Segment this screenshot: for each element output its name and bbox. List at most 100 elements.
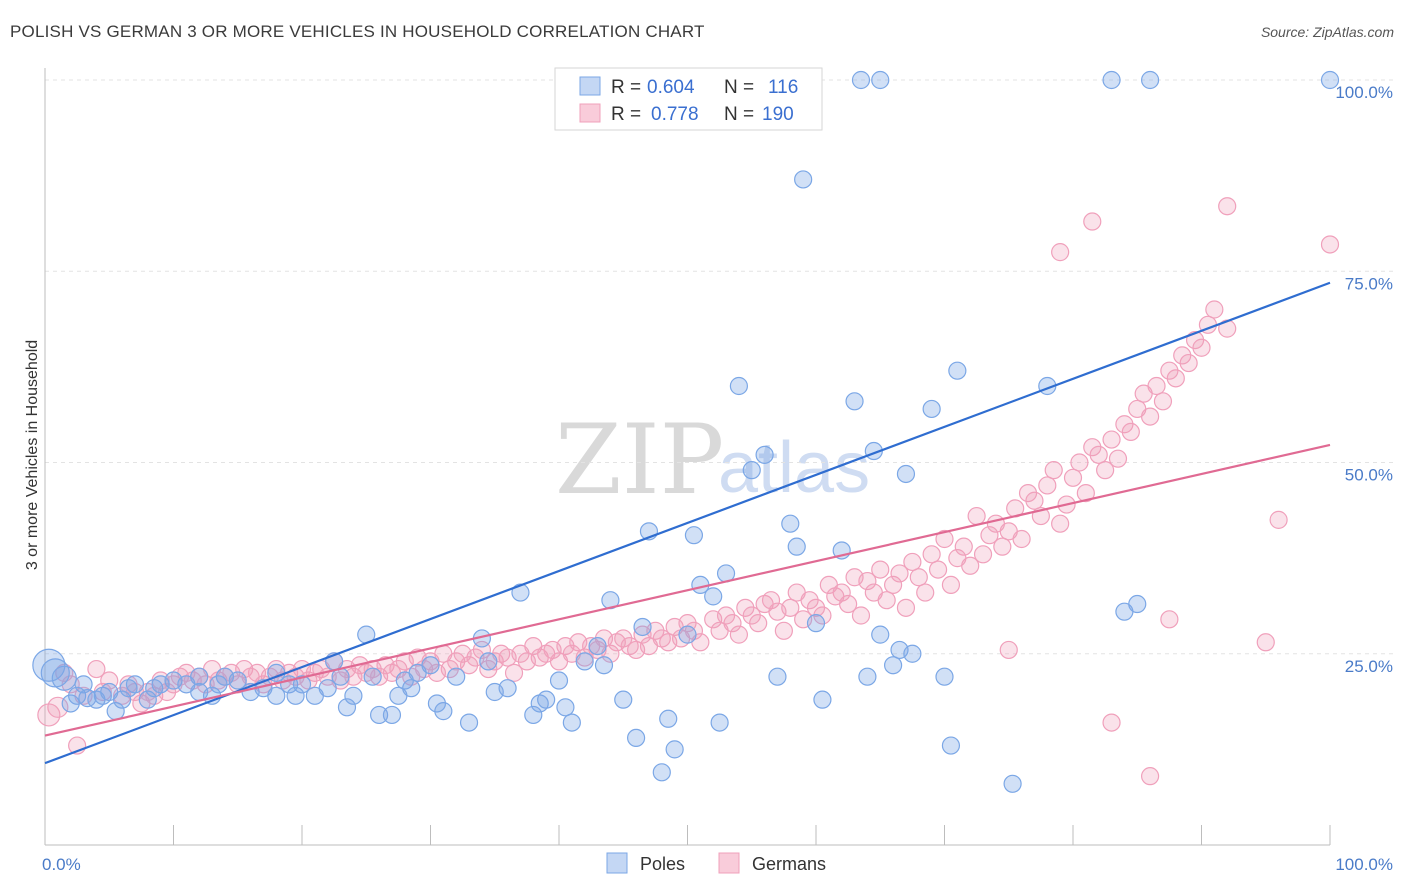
germans-point [87,659,106,679]
series-legend: Poles Germans [606,852,826,874]
germans-point [1083,212,1102,231]
poles-point [871,625,890,644]
poles-point [665,740,684,759]
poles-point [742,461,761,480]
poles-point [427,694,447,713]
poles-point [896,464,916,484]
germans-point [877,591,896,610]
poles-point [883,656,903,675]
poles-point [941,736,961,755]
poles-point [935,667,954,686]
germans-point [916,583,935,602]
germans-point [1140,407,1160,426]
germans-point [1051,514,1070,533]
germans-point [1044,461,1063,480]
germans-point [909,568,928,587]
poles-point [112,690,132,709]
germans-legend-swatch [579,103,601,123]
poles-point [755,445,774,464]
poles-point [575,652,594,671]
germans-point [1063,468,1083,487]
chart-title: POLISH VS GERMAN 3 OR MORE VEHICLES IN H… [10,22,705,41]
germans-swatch [718,852,740,874]
germans-trend-line [44,443,1331,737]
germans-point [1102,713,1121,732]
poles-point [794,170,813,189]
germans-point [1012,529,1031,549]
poles-point [813,690,832,709]
germans-point [1269,510,1288,529]
poles-point [337,698,357,717]
germans-point [839,594,858,614]
germans-point [961,556,980,575]
axes: 25.0% 50.0% 75.0% 100.0% 0.0% 100.0% [42,68,1393,874]
germans-point [1256,633,1275,652]
poles-point [704,587,723,606]
x-tick-label-max: 100.0% [1335,855,1393,874]
poles-point [871,70,890,90]
germans-point [1038,476,1057,495]
y-tick-label: 100.0% [1335,83,1393,102]
watermark-zip: ZIP [555,404,724,516]
germans-point [1096,461,1115,480]
poles-legend-swatch [579,76,601,96]
poles-r-label: R = [611,77,641,98]
poles-point [524,705,543,725]
germans-point [922,545,941,564]
poles-point [344,686,363,705]
poles-point [318,679,337,698]
poles-point [614,690,633,709]
poles-point [402,679,421,698]
germans-point [1108,449,1128,468]
x-tick-label-min: 0.0% [42,855,81,874]
germans-point [871,560,890,579]
poles-point [684,526,704,545]
poles-point [138,690,157,709]
germans-point [832,583,851,602]
germans-point [973,545,993,564]
germans-point [967,506,986,526]
poles-point [781,514,800,533]
poles-point [459,713,479,732]
poles-point [1102,70,1121,90]
germans-point [941,575,961,595]
germans-point [858,571,877,591]
y-tick-label: 75.0% [1345,274,1393,293]
poles-n-value: 116 [768,77,798,98]
y-tick-label: 25.0% [1345,657,1393,676]
germans-point [1166,369,1185,388]
poles-point [948,361,967,380]
y-axis-label: 3 or more Vehicles in Household [24,340,41,570]
poles-point [922,399,941,419]
germans-legend-label: Germans [752,854,826,874]
germans-point [761,591,781,610]
germans-point [1102,430,1121,449]
germans-point [749,614,768,633]
germans-point [890,564,909,583]
germans-point [1025,491,1044,510]
poles-point [729,376,749,396]
poles-point [370,705,389,725]
poles-point [286,686,305,705]
germans-point [928,560,948,579]
poles-point [858,667,877,686]
germans-point [851,606,871,625]
poles-trend-line [44,281,1331,765]
poles-point [556,698,575,717]
germans-point [1179,353,1198,373]
poles-point [594,656,614,675]
poles-point [190,667,209,686]
poles-r-value: 0.604 [647,77,695,98]
germans-r-label: R = [611,104,641,125]
germans-point [999,640,1018,660]
germans-point [954,537,973,556]
poles-point [74,675,93,694]
poles-point [845,392,864,411]
poles-point [1140,70,1160,90]
poles-point [1128,594,1147,614]
germans-r-value: 0.778 [651,104,699,125]
trend-lines [44,281,1331,765]
poles-legend-label: Poles [640,854,685,874]
poles-point [498,679,517,698]
